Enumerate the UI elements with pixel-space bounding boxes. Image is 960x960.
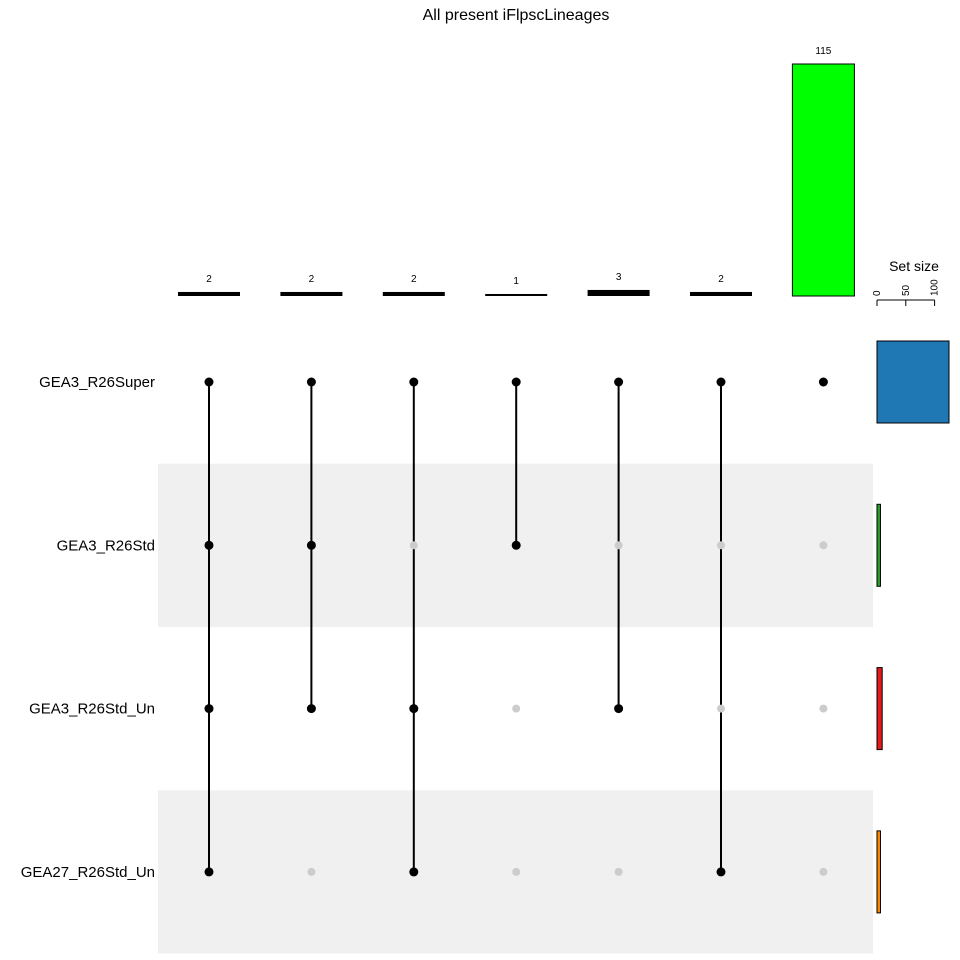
set-size-bar xyxy=(876,340,950,424)
membership-dot-active xyxy=(716,377,726,387)
intersection-count-label: 115 xyxy=(815,46,831,57)
set-name-label: GEA27_R26Std_Un xyxy=(21,864,155,881)
membership-dot-inactive xyxy=(717,704,725,713)
intersection-bar xyxy=(690,291,752,296)
membership-dot-inactive xyxy=(717,541,725,550)
membership-dot-inactive xyxy=(614,867,623,876)
membership-dot-inactive xyxy=(614,541,623,550)
set-size-bar xyxy=(876,667,883,751)
set-size-title: Set size xyxy=(889,258,939,274)
membership-dot-active xyxy=(511,540,521,550)
membership-dot-active xyxy=(409,704,419,714)
membership-dot-active xyxy=(204,540,214,550)
set-size-bar xyxy=(876,503,881,587)
intersection-count-label: 2 xyxy=(411,274,417,285)
set-size-tick-label: 100 xyxy=(930,279,941,296)
membership-dot-inactive xyxy=(819,867,828,876)
membership-dot-inactive xyxy=(409,541,418,550)
membership-dot-inactive xyxy=(512,704,521,713)
membership-dot-active xyxy=(511,377,521,387)
set-size-bar xyxy=(876,830,881,914)
membership-dot-active xyxy=(409,867,419,877)
intersection-bar xyxy=(280,291,343,296)
intersection-count-label: 2 xyxy=(718,274,724,285)
membership-dot-active xyxy=(818,377,828,387)
set-names: GEA3_R26Super GEA3_R26Std GEA3_R26Std_Un GE… xyxy=(21,374,155,881)
intersection-bar xyxy=(382,291,445,296)
intersection-count-label: 1 xyxy=(513,276,519,287)
membership-dot-active xyxy=(204,867,214,877)
membership-dot-active xyxy=(409,377,419,387)
set-size-panel: Set size 0 50 100 xyxy=(872,258,950,914)
membership-dot-active xyxy=(614,377,624,387)
membership-matrix xyxy=(204,377,828,877)
set-name-label: GEA3_R26Super xyxy=(39,374,155,391)
membership-dot-active xyxy=(306,377,316,387)
membership-dot-inactive xyxy=(819,704,828,713)
chart-title: All present iFlpscLineages xyxy=(423,7,610,24)
membership-dot-active xyxy=(306,704,316,714)
set-size-tick-label: 0 xyxy=(872,290,883,296)
intersection-bars xyxy=(178,63,855,297)
membership-dot-active xyxy=(204,377,214,387)
set-name-label: GEA3_R26Std_Un xyxy=(29,701,155,718)
set-name-label: GEA3_R26Std xyxy=(57,537,155,554)
membership-dot-inactive xyxy=(307,867,316,876)
intersection-bar xyxy=(178,291,240,296)
membership-dot-active xyxy=(716,867,726,877)
intersection-count-label: 2 xyxy=(309,274,315,285)
membership-dot-active xyxy=(204,704,214,714)
intersection-count-label: 3 xyxy=(616,272,622,283)
membership-dot-active xyxy=(306,540,316,550)
intersection-bar-labels: 2 2 2 1 3 2 115 xyxy=(206,46,832,287)
membership-dot-active xyxy=(614,704,624,714)
membership-dot-inactive xyxy=(512,867,521,876)
intersection-count-label: 2 xyxy=(206,274,212,285)
intersection-bar xyxy=(791,63,855,297)
intersection-bar xyxy=(485,293,548,296)
membership-dot-inactive xyxy=(819,541,828,550)
intersection-bar xyxy=(587,289,650,296)
set-size-tick-label: 50 xyxy=(901,284,912,296)
